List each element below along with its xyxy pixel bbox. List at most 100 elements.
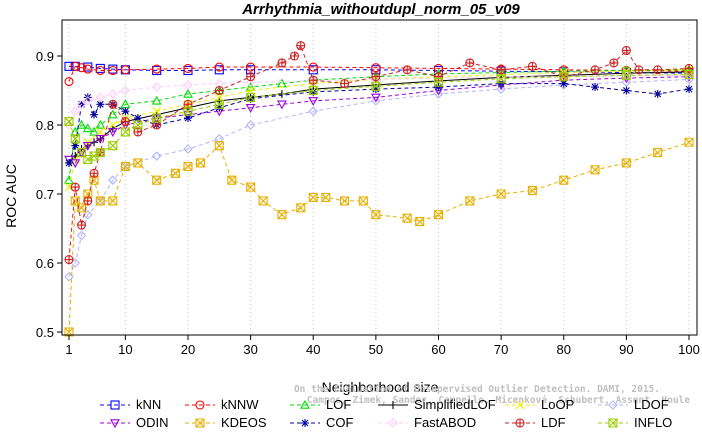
data-point (308, 97, 319, 106)
x-tick-label: 50 (369, 342, 383, 357)
legend-item-ldf: LDF (505, 415, 566, 430)
data-point (433, 77, 444, 87)
data-point (110, 400, 120, 410)
data-point (108, 89, 118, 99)
data-point (183, 88, 193, 98)
data-point (76, 63, 87, 73)
legend-item-kdeos: KDEOS (185, 415, 267, 430)
data-point (684, 137, 694, 147)
data-point (95, 148, 105, 158)
data-point (434, 83, 443, 92)
series-line (68, 74, 690, 126)
data-point (214, 85, 224, 96)
data-point (515, 400, 525, 410)
series-line (68, 65, 690, 82)
data-point (89, 168, 99, 178)
chart-title: Arrhythmia_withoutdupl_norm_05_v09 (241, 1, 520, 18)
data-point (195, 400, 205, 410)
data-point (559, 72, 569, 82)
data-point (95, 196, 105, 206)
data-point (133, 158, 143, 168)
legend-item-loop: LoOP (505, 397, 574, 412)
watermark-line-1: On the Evaluation of Unsupervised Outlie… (294, 384, 660, 395)
data-point (309, 87, 318, 96)
data-point (685, 85, 693, 94)
data-point (289, 51, 300, 61)
x-tick-label: 1 (65, 342, 72, 357)
data-point (95, 119, 106, 129)
data-point (433, 210, 444, 220)
data-point (621, 77, 632, 87)
legend-item-cof: COF (290, 415, 354, 430)
legend-item-knnw: kNNW (185, 397, 259, 412)
data-point (465, 196, 475, 206)
legend-label: ODIN (136, 415, 169, 430)
data-point (621, 45, 631, 56)
data-point (340, 79, 350, 89)
data-point (95, 65, 105, 76)
data-point (133, 120, 143, 130)
data-point (277, 210, 287, 220)
data-point (496, 74, 506, 84)
data-point (108, 196, 118, 206)
data-point (64, 61, 74, 71)
data-point (621, 71, 632, 81)
series-line (68, 83, 690, 164)
data-point (634, 65, 644, 75)
legend-label: kNNW (221, 397, 259, 412)
data-point (76, 99, 87, 110)
data-point (371, 96, 381, 106)
data-point (371, 81, 381, 91)
legend-label: FastABOD (414, 415, 476, 430)
legend-item-fastabod: FastABOD (378, 415, 476, 430)
data-point (83, 96, 93, 106)
data-point (340, 196, 350, 206)
data-point (527, 61, 537, 71)
data-point (70, 61, 80, 71)
data-point (370, 93, 381, 103)
series-line (69, 65, 690, 74)
data-point (653, 65, 663, 75)
data-point (296, 203, 306, 213)
x-axis-label: Neighborhood size (322, 379, 439, 395)
data-point (496, 84, 506, 94)
data-point (76, 119, 87, 129)
data-point (684, 70, 694, 80)
data-point (559, 79, 568, 88)
data-point (246, 92, 256, 102)
data-point (277, 58, 287, 68)
data-point (183, 106, 193, 116)
data-point (151, 82, 162, 92)
data-point (496, 65, 506, 75)
data-point (433, 89, 444, 99)
data-point (227, 175, 237, 185)
data-point (120, 65, 130, 75)
data-point (388, 418, 398, 428)
data-point (152, 64, 162, 74)
data-point (308, 192, 318, 202)
data-point (402, 213, 412, 223)
data-point (183, 114, 192, 123)
data-point (214, 99, 224, 109)
x-tick-label: 40 (306, 342, 320, 357)
legend-label: KDEOS (221, 415, 267, 430)
series-line (68, 69, 690, 188)
y-tick-label: 0.5 (36, 325, 54, 340)
data-point (609, 58, 619, 68)
data-point (183, 80, 193, 90)
data-point (371, 72, 381, 82)
data-point (70, 182, 80, 192)
data-point (358, 196, 368, 206)
data-point (83, 209, 93, 220)
legend-label: LDF (541, 415, 566, 430)
series-line (68, 69, 690, 181)
x-tick-label: 90 (619, 342, 633, 357)
data-point (195, 418, 205, 428)
data-point (70, 159, 81, 169)
data-point (246, 94, 255, 103)
data-point (622, 86, 631, 95)
data-point (515, 418, 525, 428)
data-point (497, 79, 506, 88)
data-point (214, 62, 224, 72)
x-tick-label: 30 (243, 342, 257, 357)
